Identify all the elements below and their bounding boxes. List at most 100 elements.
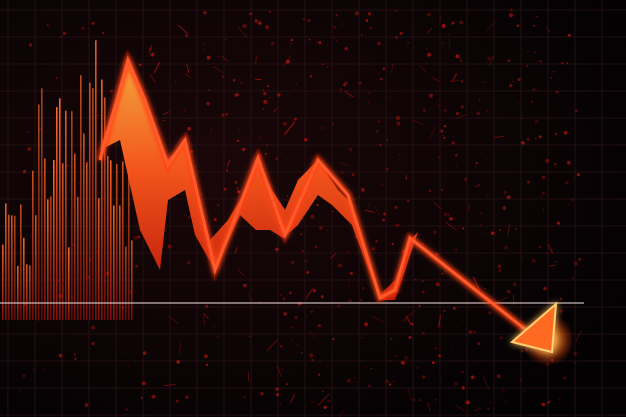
splatter-dot — [368, 384, 371, 388]
splatter-dot — [390, 337, 393, 340]
volume-bar — [35, 215, 37, 320]
splatter-dot — [418, 304, 421, 307]
splatter-dot — [561, 62, 563, 64]
splatter-dot — [407, 41, 409, 44]
splatter-dot — [576, 173, 581, 177]
splatter-dot — [310, 310, 313, 313]
splatter-dot — [90, 17, 92, 19]
splatter-streak — [344, 90, 354, 98]
splatter-dot — [526, 64, 529, 67]
splatter-dot — [421, 290, 425, 294]
splatter-dot — [187, 126, 191, 131]
splatter-dot — [180, 115, 182, 117]
splatter-dot — [319, 226, 323, 230]
splatter-dot — [484, 22, 486, 24]
splatter-dot — [479, 212, 483, 215]
splatter-dot — [516, 24, 520, 28]
splatter-dot — [283, 122, 287, 126]
splatter-dot — [434, 305, 435, 307]
splatter-dot — [541, 191, 546, 195]
splatter-dot — [354, 11, 359, 16]
splatter-dot — [66, 164, 70, 168]
splatter-dot — [317, 323, 321, 328]
volume-bar — [104, 97, 106, 320]
splatter-dot — [486, 109, 489, 112]
splatter-dot — [504, 400, 507, 403]
splatter-dot — [573, 261, 578, 266]
splatter-dot — [408, 336, 412, 339]
splatter-dot — [360, 187, 365, 192]
splatter-dot — [318, 373, 321, 376]
splatter-dot — [405, 95, 407, 97]
splatter-dot — [361, 337, 363, 339]
splatter-dot — [321, 63, 324, 65]
splatter-dot — [540, 196, 543, 199]
splatter-dot — [379, 143, 382, 147]
splatter-dot — [433, 230, 437, 234]
splatter-streak — [412, 119, 424, 125]
splatter-dot — [370, 367, 373, 370]
splatter-dot — [273, 110, 276, 112]
splatter-streak — [234, 247, 238, 254]
splatter-dot — [411, 64, 413, 66]
splatter-dot — [435, 347, 437, 350]
splatter-dot — [454, 382, 458, 386]
splatter-dot — [421, 375, 426, 380]
volume-bar — [17, 265, 19, 320]
volume-bar — [80, 75, 82, 320]
splatter-dot — [289, 291, 292, 295]
splatter-dot — [346, 378, 351, 383]
splatter-dot — [422, 109, 426, 112]
splatter-dot — [567, 203, 569, 206]
splatter-dot — [316, 203, 319, 207]
splatter-dot — [471, 105, 473, 107]
splatter-dot — [172, 132, 174, 134]
splatter-dot — [307, 19, 311, 23]
splatter-dot — [514, 228, 517, 231]
splatter-dot — [223, 187, 227, 191]
splatter-dot — [545, 159, 550, 163]
splatter-dot — [275, 247, 279, 252]
splatter-dot — [354, 93, 356, 95]
splatter-dot — [506, 195, 511, 200]
splatter-dot — [22, 169, 27, 174]
splatter-dot — [487, 56, 491, 61]
splatter-dot — [394, 205, 398, 209]
splatter-dot — [275, 157, 278, 161]
splatter-dot — [533, 51, 536, 54]
splatter-dot — [556, 221, 561, 225]
splatter-dot — [439, 16, 442, 19]
splatter-dot — [492, 216, 494, 218]
splatter-dot — [290, 260, 295, 265]
splatter-dot — [507, 59, 511, 62]
splatter-dot — [475, 162, 478, 164]
volume-bars — [2, 40, 133, 321]
splatter-streak — [203, 313, 209, 320]
splatter-dot — [221, 113, 225, 117]
splatter-dot — [183, 109, 186, 112]
splatter-dot — [60, 36, 63, 38]
splatter-dot — [333, 36, 335, 39]
volume-bar — [23, 237, 25, 320]
splatter-dot — [279, 403, 282, 406]
splatter-dot — [222, 23, 224, 26]
splatter-dot — [175, 80, 177, 82]
splatter-dot — [259, 136, 262, 139]
splatter-streak — [308, 330, 315, 339]
splatter-dot — [344, 48, 347, 51]
volume-bar — [89, 82, 91, 320]
volume-bar — [107, 155, 109, 320]
splatter-dot — [498, 269, 502, 273]
splatter-dot — [109, 89, 113, 93]
splatter-dot — [504, 245, 509, 250]
splatter-dot — [358, 81, 362, 85]
splatter-dot — [367, 92, 370, 95]
splatter-dot — [431, 361, 435, 365]
splatter-dot — [243, 164, 246, 167]
splatter-dot — [563, 130, 568, 135]
splatter-dot — [349, 96, 351, 99]
splatter-streak — [547, 243, 554, 254]
splatter-dot — [429, 189, 432, 192]
volume-bar — [65, 110, 67, 320]
splatter-streak — [391, 63, 394, 74]
